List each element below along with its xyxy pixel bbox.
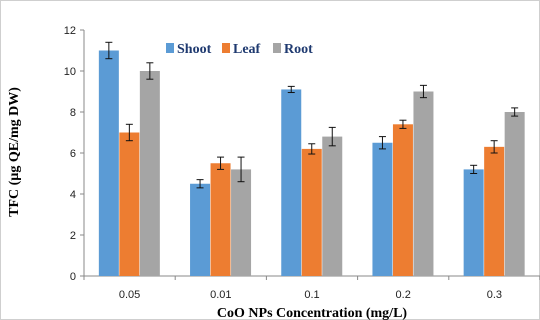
y-tick-label: 4 [70, 189, 76, 201]
legend-swatch-leaf [222, 43, 230, 53]
y-tick-label: 0 [70, 271, 76, 283]
bar-root-0 [139, 71, 160, 276]
x-tick-label: 0.1 [304, 289, 319, 301]
legend-swatch-root [273, 43, 281, 53]
y-tick-label: 6 [70, 148, 76, 160]
x-tick-label: 0.01 [210, 289, 231, 301]
bar-leaf-1 [210, 163, 231, 276]
bars [98, 50, 525, 276]
y-tick-label: 12 [64, 25, 76, 37]
x-tick-label: 0.3 [487, 289, 502, 301]
y-axis: 0 2 4 6 8 10 12 [64, 25, 85, 283]
bar-leaf-0 [119, 132, 140, 276]
bar-leaf-4 [484, 146, 505, 276]
error-bars [105, 41, 519, 189]
x-axis-label: CoO NPs Concentration (mg/L) [217, 306, 407, 320]
bar-root-1 [231, 169, 252, 276]
bar-shoot-3 [372, 142, 393, 276]
y-tick-label: 8 [70, 107, 76, 119]
bar-shoot-0 [98, 50, 119, 276]
bar-root-4 [504, 112, 525, 276]
legend: Shoot Leaf Root [166, 42, 313, 57]
x-tick-label: 0.05 [119, 289, 140, 301]
y-axis-label: TFC (µg QE/mg DW) [7, 87, 22, 217]
legend-label-leaf: Leaf [233, 42, 261, 57]
legend-label-root: Root [284, 42, 313, 57]
x-tick-label: 0.2 [396, 289, 411, 301]
y-tick-label: 10 [64, 66, 76, 78]
bar-shoot-2 [281, 89, 302, 276]
bar-shoot-1 [190, 183, 211, 276]
legend-swatch-shoot [166, 43, 174, 53]
bar-root-3 [413, 91, 434, 276]
legend-label-shoot: Shoot [177, 42, 212, 57]
bar-shoot-4 [463, 169, 484, 276]
bar-root-2 [322, 136, 343, 276]
bar-leaf-3 [392, 124, 413, 276]
bar-leaf-2 [301, 148, 322, 276]
y-tick-label: 2 [70, 230, 76, 242]
